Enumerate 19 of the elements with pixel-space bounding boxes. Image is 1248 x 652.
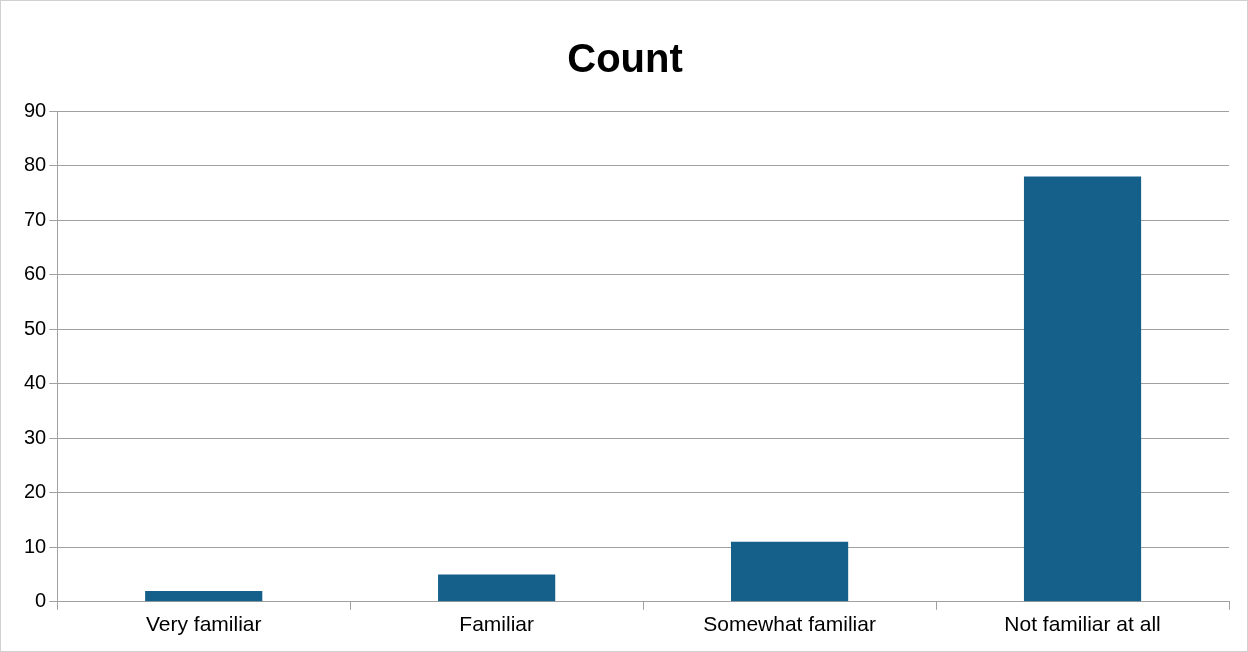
y-tick-label: 20 bbox=[24, 480, 47, 503]
y-tick-label: 70 bbox=[24, 207, 47, 230]
y-tick-label: 30 bbox=[24, 425, 47, 448]
x-tick-label: Familiar bbox=[459, 612, 534, 636]
x-tick-label: Somewhat familiar bbox=[703, 612, 876, 636]
y-tick-label: 10 bbox=[24, 534, 47, 557]
bar bbox=[145, 590, 263, 602]
y-tick-label: 60 bbox=[24, 262, 47, 285]
bar bbox=[438, 574, 556, 602]
y-tick-label: 80 bbox=[24, 153, 47, 176]
y-tick-label: 0 bbox=[35, 589, 47, 612]
y-tick-label: 40 bbox=[24, 371, 47, 394]
bar bbox=[731, 541, 849, 602]
bar bbox=[1023, 176, 1142, 602]
y-tick-label: 50 bbox=[24, 316, 47, 339]
x-tick-label: Very familiar bbox=[145, 612, 262, 636]
x-tick-label: Not familiar at all bbox=[1004, 612, 1161, 636]
chart-title: Count bbox=[567, 36, 683, 81]
y-tick-label: 90 bbox=[24, 98, 47, 121]
